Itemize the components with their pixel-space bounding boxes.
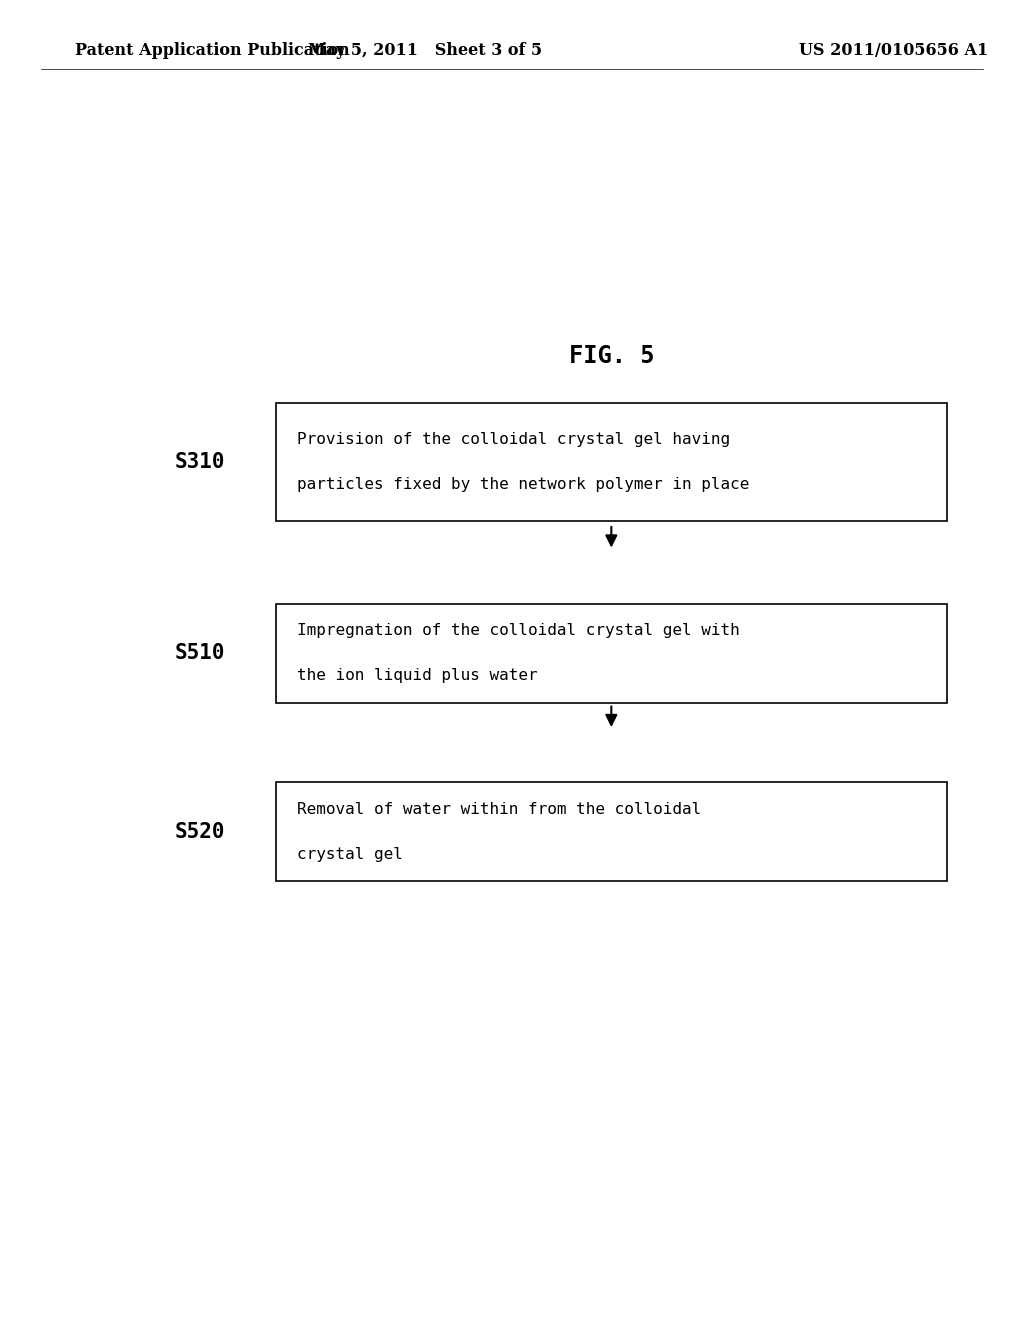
Text: S310: S310: [174, 451, 225, 473]
Bar: [276, 781, 947, 882]
Text: FIG. 5: FIG. 5: [568, 345, 654, 368]
Text: the ion liquid plus water: the ion liquid plus water: [297, 668, 538, 684]
Text: S510: S510: [174, 643, 225, 664]
Text: crystal gel: crystal gel: [297, 846, 402, 862]
Text: Impregnation of the colloidal crystal gel with: Impregnation of the colloidal crystal ge…: [297, 623, 739, 639]
Text: Removal of water within from the colloidal: Removal of water within from the colloid…: [297, 801, 701, 817]
Text: S520: S520: [174, 821, 225, 842]
Text: Provision of the colloidal crystal gel having: Provision of the colloidal crystal gel h…: [297, 432, 730, 447]
Text: Patent Application Publication: Patent Application Publication: [75, 42, 349, 58]
Bar: [276, 403, 947, 521]
Text: US 2011/0105656 A1: US 2011/0105656 A1: [799, 42, 988, 58]
Text: particles fixed by the network polymer in place: particles fixed by the network polymer i…: [297, 477, 750, 492]
Bar: [276, 605, 947, 702]
Text: May 5, 2011   Sheet 3 of 5: May 5, 2011 Sheet 3 of 5: [308, 42, 542, 58]
